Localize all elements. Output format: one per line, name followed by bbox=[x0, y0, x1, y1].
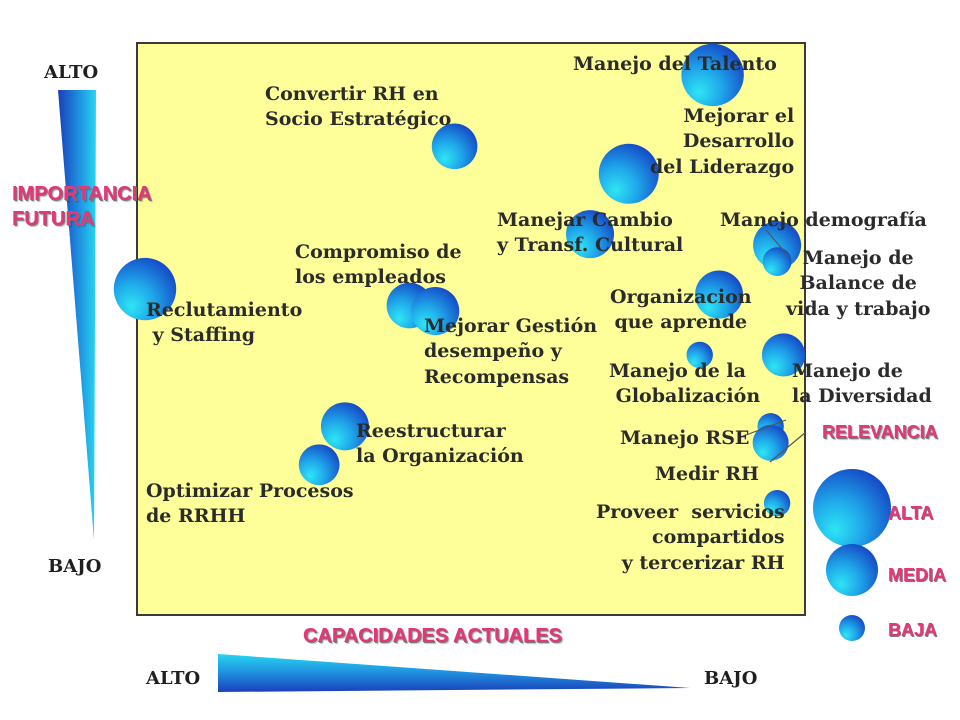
bubble-label-talento: Manejo del Talento bbox=[573, 53, 777, 75]
bubble-layer bbox=[113, 43, 806, 517]
leader-line-demografia bbox=[765, 229, 791, 259]
leader-line-medir bbox=[769, 431, 807, 463]
x-axis-title: CAPACIDADES ACTUALES bbox=[303, 625, 562, 647]
bubble-label-compromiso: Compromiso de los empleados bbox=[295, 241, 462, 289]
bubble-label-diversidad: Manejo de la Diversidad bbox=[792, 360, 932, 408]
legend-bubble-media bbox=[826, 544, 878, 596]
bubble-15 bbox=[752, 424, 789, 461]
x-axis-right-label: BAJO bbox=[704, 668, 758, 689]
bubble-label-balance: Manejo de Balance de vida y trabajo bbox=[786, 247, 931, 320]
legend-label-media: MEDIA bbox=[888, 565, 946, 585]
bubble-1 bbox=[431, 123, 478, 170]
bubble-11 bbox=[761, 333, 806, 377]
y-axis-top-label: ALTO bbox=[44, 62, 99, 83]
bubble-label-socio: Convertir RH en Socio Estratégico bbox=[265, 83, 452, 131]
bubble-label-procesos: Optimizar Procesos de RRHH bbox=[146, 480, 354, 528]
bubble-label-desempeno: Mejorar Gestión desempeño y Recompensas bbox=[424, 315, 598, 388]
bubble-8 bbox=[113, 257, 177, 321]
bubble-9 bbox=[695, 270, 744, 319]
bubble-label-proveer: Proveer servicios compartidos y terceriz… bbox=[596, 501, 785, 574]
legend-label-alta: ALTA bbox=[888, 503, 934, 523]
bubble-7 bbox=[411, 287, 460, 336]
bubble-label-organizacion: Organizacion que aprende bbox=[610, 286, 752, 334]
bubble-label-rse: Manejo RSE bbox=[620, 427, 750, 449]
bubble-16 bbox=[763, 489, 791, 517]
x-axis-wedge bbox=[218, 654, 690, 692]
x-axis-left-label: ALTO bbox=[146, 668, 201, 689]
bubble-label-demografia: Manejo demografía bbox=[720, 209, 927, 231]
leader-line-rse bbox=[737, 419, 787, 439]
legend-bubbles bbox=[813, 469, 891, 641]
bubble-10 bbox=[686, 341, 713, 369]
bubble-label-reclutamiento: Reclutamiento y Staffing bbox=[146, 299, 303, 347]
bubble-3 bbox=[566, 210, 615, 259]
legend-bubble-baja bbox=[839, 615, 865, 641]
y-axis-wedge bbox=[58, 90, 96, 540]
bubble-12 bbox=[320, 402, 369, 451]
legend-bubble-alta bbox=[813, 469, 891, 547]
bubble-label-medir: Medir RH bbox=[655, 463, 759, 485]
legend-label-baja: BAJA bbox=[888, 620, 938, 640]
bubble-13 bbox=[298, 444, 340, 486]
bubble-0 bbox=[681, 43, 744, 107]
bubble-label-cambio: Manejar Cambio y Transf. Cultural bbox=[497, 209, 684, 257]
bubble-label-reestructurar: Reestructurar la Organización bbox=[356, 420, 524, 468]
bubble-label-liderazgo: Mejorar el Desarrollo del Liderazgo bbox=[650, 105, 795, 178]
y-axis-title: IMPORTANCIA FUTURA bbox=[12, 183, 152, 230]
bubble-5 bbox=[762, 247, 792, 277]
bubble-2 bbox=[598, 143, 659, 204]
bubble-label-globalizacion: Manejo de la Globalización bbox=[609, 360, 761, 408]
legend-title: RELEVANCIA bbox=[822, 422, 938, 442]
y-axis-bottom-label: BAJO bbox=[48, 556, 102, 577]
